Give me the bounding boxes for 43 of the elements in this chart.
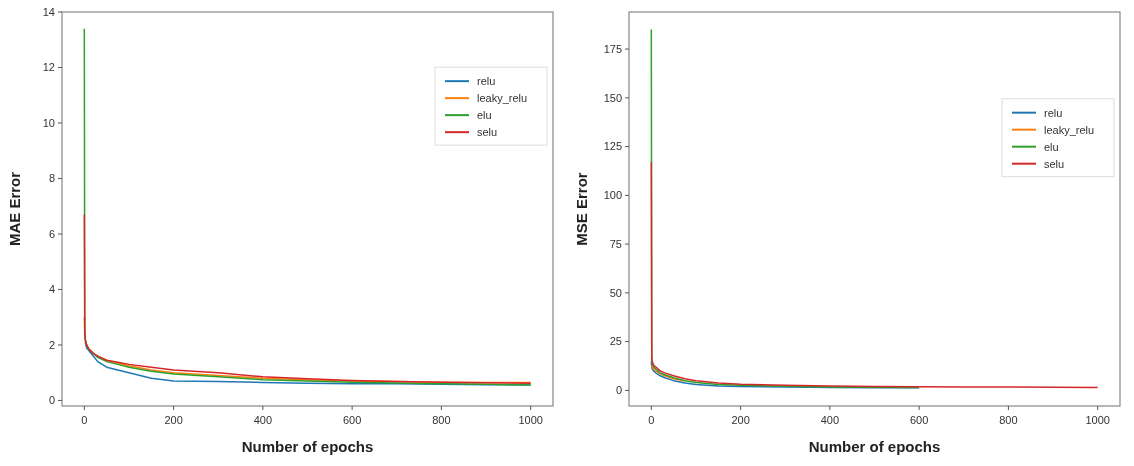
y-tick-label: 0 — [615, 384, 622, 397]
legend-label: elu — [1044, 140, 1059, 153]
x-tick-label: 1000 — [518, 414, 543, 426]
legend-label: leaky_relu — [1044, 123, 1095, 136]
x-axis-title: Number of epochs — [241, 438, 374, 455]
y-tick-label: 175 — [603, 42, 622, 55]
y-tick-label: 0 — [48, 394, 55, 407]
legend-label: selu — [1044, 157, 1065, 170]
line-series — [651, 364, 686, 382]
x-tick-label: 800 — [999, 414, 1018, 426]
line-series — [83, 213, 532, 384]
y-tick-label: 150 — [603, 91, 622, 104]
y-tick-label: 75 — [609, 237, 622, 250]
legend-label: elu — [477, 109, 492, 122]
x-tick-label: 200 — [164, 414, 183, 426]
y-tick-label: 8 — [48, 172, 55, 185]
y-axis-title: MAE Error — [6, 171, 23, 247]
x-tick-label: 400 — [820, 414, 840, 426]
x-axis-title: Number of epochs — [808, 438, 941, 455]
y-tick-label: 14 — [42, 5, 55, 18]
legend-label: relu — [477, 75, 496, 88]
x-tick-label: 0 — [81, 414, 88, 426]
legend-label: leaky_relu — [477, 92, 528, 105]
y-tick-label: 100 — [603, 189, 622, 202]
y-tick-label: 25 — [609, 335, 622, 348]
y-tick-label: 50 — [609, 286, 622, 299]
x-tick-label: 600 — [342, 414, 362, 426]
y-tick-label: 2 — [48, 338, 55, 351]
legend-label: relu — [1044, 106, 1063, 119]
y-tick-label: 6 — [48, 227, 55, 240]
x-tick-label: 0 — [648, 414, 655, 426]
legend-label: selu — [477, 126, 498, 139]
x-tick-label: 800 — [432, 414, 451, 426]
y-axis-title: MSE Error — [573, 172, 590, 246]
x-tick-label: 400 — [253, 414, 273, 426]
line-series — [650, 161, 1099, 389]
x-tick-label: 1000 — [1085, 414, 1110, 426]
y-tick-label: 10 — [42, 116, 55, 129]
x-tick-label: 600 — [909, 414, 929, 426]
x-tick-label: 200 — [731, 414, 750, 426]
y-tick-label: 4 — [48, 283, 55, 296]
y-tick-label: 12 — [42, 61, 55, 74]
y-tick-label: 125 — [603, 140, 622, 153]
